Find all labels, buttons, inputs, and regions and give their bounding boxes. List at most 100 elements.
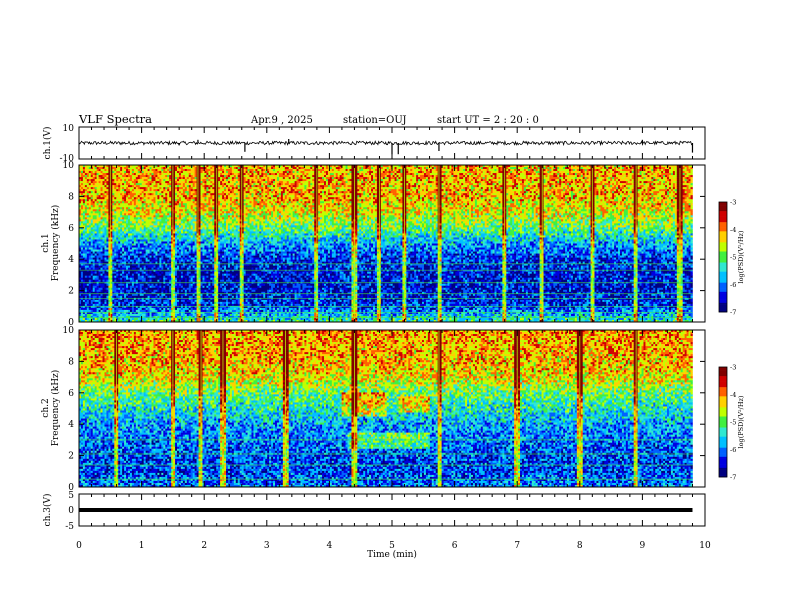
spectrogram-cell <box>371 171 373 173</box>
spectrogram-cell <box>532 177 534 179</box>
spectrogram-cell <box>134 177 136 179</box>
spectrogram-cell <box>600 173 602 175</box>
spectrogram-cell <box>385 169 387 171</box>
spectrogram-cell <box>681 175 683 177</box>
spectrogram-cell <box>551 173 553 175</box>
spectrogram-cell <box>634 169 636 171</box>
spectrogram-cell <box>320 169 322 171</box>
spectrogram-cell <box>626 169 628 171</box>
spectrogram-cell <box>381 167 383 169</box>
spectrogram-cell <box>283 171 285 173</box>
spectrogram-cell <box>369 177 371 179</box>
spectrogram-cell <box>557 175 559 177</box>
spectrogram-cell <box>683 169 685 171</box>
spectrogram-cell <box>120 167 122 169</box>
spectrogram-cell <box>485 173 487 175</box>
spectrogram-cell <box>346 175 348 177</box>
spectrogram-cell <box>328 173 330 175</box>
spectrogram-cell <box>173 167 175 169</box>
spectrogram-cell <box>359 173 361 175</box>
spectrogram-cell <box>661 169 663 171</box>
spectrogram-cell <box>424 169 426 171</box>
spectrogram-cell <box>371 175 373 177</box>
spectrogram-cell <box>594 171 596 173</box>
spectrogram-cell <box>208 179 210 181</box>
spectrogram-cell <box>432 177 434 179</box>
spectrogram-cell <box>187 173 189 175</box>
spectrogram-cell <box>253 169 255 171</box>
spectrogram-cell <box>212 177 214 179</box>
spectrogram-cell <box>251 175 253 177</box>
spectrogram-cell <box>112 175 114 177</box>
spectrogram-cell <box>628 169 630 171</box>
spectrogram-cell <box>428 179 430 181</box>
spectrogram-cell <box>508 173 510 175</box>
spectrogram-cell <box>526 171 528 173</box>
spectrogram-cell <box>473 179 475 181</box>
spectrogram-cell <box>577 177 579 179</box>
spectrogram-cell <box>175 169 177 171</box>
spectrogram-cell <box>167 179 169 181</box>
spectrogram-cell <box>85 175 87 177</box>
spectrogram-cell <box>447 175 449 177</box>
spectrogram-cell <box>85 167 87 169</box>
spectrogram-cell <box>477 179 479 181</box>
spectrogram-cell <box>508 177 510 179</box>
spectrogram-cell <box>312 167 314 169</box>
spectrogram-cell <box>257 171 259 173</box>
spectrogram-cell <box>467 173 469 175</box>
spectrogram-cell <box>518 167 520 169</box>
spectrogram-cell <box>634 167 636 169</box>
spectrogram-cell <box>251 167 253 169</box>
spectrogram-cell <box>204 167 206 169</box>
spectrogram-cell <box>369 175 371 177</box>
spectrogram-cell <box>667 175 669 177</box>
spectrogram-cell <box>461 169 463 171</box>
spectrogram-cell <box>673 171 675 173</box>
spectrogram-cell <box>618 173 620 175</box>
spectrogram-cell <box>120 175 122 177</box>
spectrogram-cell <box>299 169 301 171</box>
spectrogram-cell <box>344 169 346 171</box>
spectrogram-cell <box>643 171 645 173</box>
spectrogram-cell <box>534 169 536 171</box>
spectrogram-cell <box>398 177 400 179</box>
spectrogram-cell <box>218 171 220 173</box>
spectrogram-cell <box>467 177 469 179</box>
spectrogram-cell <box>571 177 573 179</box>
spectrogram-cell <box>381 173 383 175</box>
spectrogram-cell <box>91 177 93 179</box>
spectrogram-cell <box>408 167 410 169</box>
spectrogram-cell <box>393 179 395 181</box>
spectrogram-cell <box>469 179 471 181</box>
spectrogram-cell <box>487 179 489 181</box>
spectrogram-cell <box>304 177 306 179</box>
spectrogram-cell <box>116 177 118 179</box>
spectrogram-cell <box>146 173 148 175</box>
spectrogram-cell <box>526 173 528 175</box>
spectrogram-cell <box>191 173 193 175</box>
spectrogram-cell <box>112 173 114 175</box>
spectrogram-cell <box>150 175 152 177</box>
spectrogram-cell <box>138 167 140 169</box>
spectrogram-cell <box>508 171 510 173</box>
spectrogram-cell <box>579 171 581 173</box>
spectrogram-cell <box>638 177 640 179</box>
spectrogram-cell <box>579 175 581 177</box>
spectrogram-cell <box>391 175 393 177</box>
spectrogram-cell <box>261 179 263 181</box>
spectrogram-cell <box>524 175 526 177</box>
spectrogram-cell <box>136 175 138 177</box>
spectrogram-cell <box>557 173 559 175</box>
spectrogram-cell <box>424 173 426 175</box>
spectrogram-cell <box>355 173 357 175</box>
spectrogram-cell <box>589 167 591 169</box>
spectrogram-cell <box>300 171 302 173</box>
spectrogram-cell <box>95 171 97 173</box>
spectrogram-cell <box>193 179 195 181</box>
spectrogram-cell <box>420 173 422 175</box>
spectrogram-cell <box>449 177 451 179</box>
spectrogram-cell <box>259 175 261 177</box>
spectrogram-cell <box>150 169 152 171</box>
spectrogram-cell <box>561 171 563 173</box>
